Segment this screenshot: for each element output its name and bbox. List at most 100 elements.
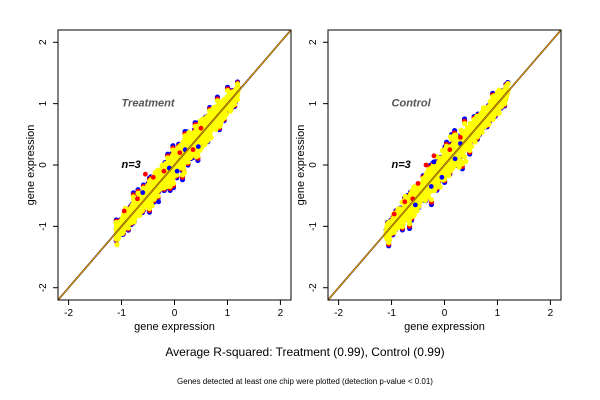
data-point — [458, 127, 464, 133]
y-tick-label: 0 — [308, 162, 319, 168]
outlier-red — [135, 196, 140, 202]
outlier-blue — [174, 168, 180, 174]
data-point — [174, 164, 181, 170]
data-point — [400, 220, 406, 227]
outlier-red — [142, 171, 148, 177]
outlier-blue — [140, 190, 146, 196]
data-point — [126, 219, 132, 225]
data-point — [417, 186, 423, 192]
data-point — [449, 136, 455, 142]
outlier-red — [391, 211, 397, 217]
outlier-red — [431, 153, 437, 159]
x-tick-label: 0 — [442, 308, 448, 319]
data-point — [224, 87, 231, 94]
data-point — [175, 154, 181, 160]
data-point — [211, 124, 217, 130]
data-point — [192, 132, 198, 138]
data-point — [404, 195, 411, 201]
data-point — [434, 166, 440, 172]
outlier-red — [423, 162, 429, 168]
data-point — [159, 183, 165, 190]
outlier-red — [198, 125, 204, 131]
data-point — [125, 225, 131, 231]
data-point — [495, 92, 501, 98]
data-point — [461, 120, 468, 127]
y-axis-label: gene expression — [25, 125, 37, 206]
x-tick-label: 2 — [278, 308, 284, 319]
data-point — [171, 172, 177, 178]
x-tick-label: -1 — [117, 308, 126, 319]
outlier-red — [121, 208, 127, 214]
data-point — [193, 154, 199, 160]
data-point — [406, 218, 412, 224]
data-point — [192, 123, 198, 130]
data-point — [467, 121, 474, 127]
y-tick-label: 2 — [38, 39, 49, 45]
outlier-red — [402, 199, 408, 205]
data-point — [185, 153, 191, 159]
y-tick-label: 1 — [38, 100, 49, 106]
data-point — [146, 205, 153, 212]
data-point — [463, 143, 470, 149]
outlier-red — [447, 147, 453, 153]
data-point — [184, 133, 190, 139]
data-point — [424, 194, 430, 200]
y-axis-label: gene expression — [295, 125, 307, 206]
data-point — [453, 132, 459, 138]
caption-r-squared: Average R-squared: Treatment (0.99), Con… — [165, 345, 444, 359]
reference-line — [58, 30, 291, 300]
caption-detection-note: Genes detected at least one chip were pl… — [177, 377, 433, 386]
data-point — [224, 100, 230, 106]
sample-count-annotation: n=3 — [392, 159, 411, 171]
x-tick-label: 1 — [495, 308, 501, 319]
data-point — [488, 101, 495, 107]
data-point — [137, 212, 143, 219]
data-point — [148, 197, 154, 204]
data-point — [427, 166, 433, 172]
outlier-blue — [439, 174, 445, 180]
outliers — [391, 134, 463, 217]
data-point — [207, 127, 214, 133]
reference-line — [328, 30, 561, 300]
plot-area — [328, 30, 561, 300]
outliers — [121, 125, 204, 214]
data-point — [208, 134, 214, 140]
outlier-blue — [452, 156, 458, 162]
data-point — [403, 202, 409, 209]
x-tick-label: 2 — [548, 308, 554, 319]
data-point — [184, 139, 190, 145]
outlier-red — [150, 174, 156, 180]
data-point — [179, 172, 186, 178]
data-point — [114, 242, 120, 248]
data-point — [468, 126, 474, 132]
outlier-red — [177, 150, 183, 156]
x-tick-label: -1 — [387, 308, 396, 319]
x-tick-label: 1 — [225, 308, 231, 319]
data-point — [137, 208, 143, 214]
y-tick-label: 2 — [308, 39, 319, 45]
data-point — [234, 84, 241, 90]
outlier-blue — [195, 144, 201, 149]
data-point — [189, 137, 195, 143]
data-point — [411, 212, 417, 218]
data-point — [222, 109, 228, 115]
plot-area — [58, 30, 291, 300]
data-point — [422, 178, 429, 184]
data-point — [169, 161, 175, 167]
data-point — [226, 93, 232, 99]
outlier-blue — [428, 184, 434, 189]
data-point — [461, 154, 468, 160]
outlier-blue — [412, 202, 418, 208]
data-point — [178, 162, 185, 168]
data-point — [155, 167, 161, 173]
outlier-blue — [431, 159, 437, 165]
y-tick-label: -2 — [308, 283, 319, 292]
data-point — [505, 81, 511, 87]
data-point — [470, 136, 476, 142]
data-point — [156, 171, 162, 177]
data-point — [475, 132, 482, 138]
data-point — [204, 138, 210, 144]
data-point — [412, 186, 419, 192]
panel-title: Treatment — [122, 98, 176, 110]
